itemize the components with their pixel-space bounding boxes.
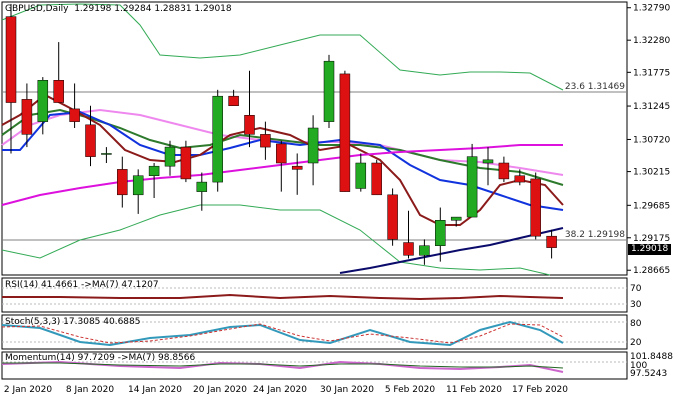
price-tick-label: 1.29175 <box>633 234 670 244</box>
rsi-tick-30: 30 <box>630 300 642 310</box>
stoch-tick-80: 80 <box>630 319 642 329</box>
candle-bull[interactable] <box>37 80 49 122</box>
fib-label-23: 23.6 1.31469 <box>565 82 625 92</box>
price-tick-label: 1.29685 <box>633 201 670 211</box>
momentum-tick-low: 97.5243 <box>630 369 667 379</box>
candle-bear[interactable] <box>53 80 64 103</box>
ma-green <box>1 108 564 186</box>
ma-magenta <box>1 144 563 206</box>
price-tick-label: 1.28665 <box>633 266 670 276</box>
rsi-line <box>2 293 564 301</box>
stoch-main-line <box>1 320 564 347</box>
candle-bear[interactable] <box>276 143 287 164</box>
stoch-tick-20: 20 <box>630 338 642 348</box>
chart-symbol: GBPUSD,Daily <box>5 4 69 14</box>
price-tick-label: 1.30215 <box>633 168 670 178</box>
fib-label-38: 38.2 1.29198 <box>565 230 625 240</box>
candle-bear[interactable] <box>339 73 351 192</box>
candle-bull[interactable] <box>435 220 446 246</box>
candle-bull[interactable] <box>355 162 367 189</box>
symbol-label: GBPUSD,Daily 1.29198 1.29284 1.28831 1.2… <box>5 4 232 14</box>
time-axis: 2 Jan 2020 8 Jan 2020 14 Jan 2020 20 Jan 20… <box>4 385 568 395</box>
bollinger-lower <box>1 204 551 276</box>
momentum-tick-100: 100 <box>630 361 647 371</box>
time-axis-label: 20 Jan 2020 <box>193 385 247 395</box>
stoch-label: Stoch(5,3,3) 17.3085 40.6885 <box>5 317 141 327</box>
time-axis-label: 5 Feb 2020 <box>385 385 436 395</box>
bollinger-upper <box>1 3 564 91</box>
time-axis-label: 24 Jan 2020 <box>253 385 307 395</box>
candle-bull[interactable] <box>101 153 112 155</box>
momentum-ma-line <box>2 362 564 369</box>
candle-bear[interactable] <box>69 108 80 122</box>
candle-bull[interactable] <box>307 127 319 164</box>
candle-bear[interactable] <box>21 99 33 135</box>
candle-bull[interactable] <box>196 181 208 192</box>
stoch-signal-line <box>1 323 564 344</box>
stoch-panel-frame <box>1 314 628 350</box>
candle-bull[interactable] <box>466 156 478 218</box>
time-axis-label: 17 Feb 2020 <box>512 385 568 395</box>
price-tick-label: 1.32790 <box>633 4 670 14</box>
candle-bear[interactable] <box>180 146 192 180</box>
candle-bull[interactable] <box>132 175 144 196</box>
price-tick-label: 1.30720 <box>633 135 670 145</box>
candle-bear[interactable] <box>530 178 541 237</box>
rsi-label: RSI(14) 41.4661 ->MA(7) 47.1207 <box>5 280 159 290</box>
candle-bear[interactable] <box>228 95 239 106</box>
candle-bear[interactable] <box>387 194 398 240</box>
candle-bear[interactable] <box>291 165 303 170</box>
momentum-tick-high: 101.8488 <box>630 352 673 362</box>
candle-bull[interactable] <box>212 95 223 183</box>
candle-bull[interactable] <box>148 165 160 176</box>
candles-group <box>5 3 557 265</box>
candle-bear[interactable] <box>546 235 557 248</box>
candle-bear[interactable] <box>117 169 128 196</box>
candle-bear[interactable] <box>514 175 526 183</box>
time-axis-label: 11 Feb 2020 <box>446 385 502 395</box>
candle-bull[interactable] <box>164 146 176 167</box>
price-tick-label: 1.31775 <box>633 68 670 78</box>
candle-bull[interactable] <box>450 216 462 221</box>
candle-bear[interactable] <box>371 162 382 196</box>
candle-bull[interactable] <box>482 159 494 164</box>
candle-bull[interactable] <box>323 60 335 122</box>
current-price-tag: 1.29018 <box>628 244 672 255</box>
candle-bear[interactable] <box>85 124 96 157</box>
price-tick-label: 1.31245 <box>633 102 670 112</box>
rsi-panel-frame <box>1 277 628 313</box>
price-axis: 1.32790 1.32280 1.31775 1.31245 1.30720 1.302… <box>627 4 670 276</box>
rsi-tick-70: 70 <box>630 284 642 294</box>
time-axis-label: 2 Jan 2020 <box>4 385 52 395</box>
candle-bear[interactable] <box>403 242 414 256</box>
candle-bear[interactable] <box>498 162 510 180</box>
candle-bear[interactable] <box>5 16 17 103</box>
time-axis-label: 14 Jan 2020 <box>128 385 182 395</box>
chart-ohlc: 1.29198 1.29284 1.28831 1.29018 <box>74 4 232 14</box>
time-axis-label: 8 Jan 2020 <box>66 385 114 395</box>
candle-bear[interactable] <box>260 134 271 148</box>
time-axis-label: 30 Jan 2020 <box>320 385 374 395</box>
ma-dark-red <box>1 93 564 226</box>
momentum-label: Momentum(14) 97.7209 ->MA(7) 98.8566 <box>5 353 196 363</box>
price-tick-label: 1.32280 <box>633 36 670 46</box>
candle-bull[interactable] <box>419 245 430 256</box>
ma-navy <box>339 227 564 274</box>
candle-bear[interactable] <box>244 115 255 135</box>
